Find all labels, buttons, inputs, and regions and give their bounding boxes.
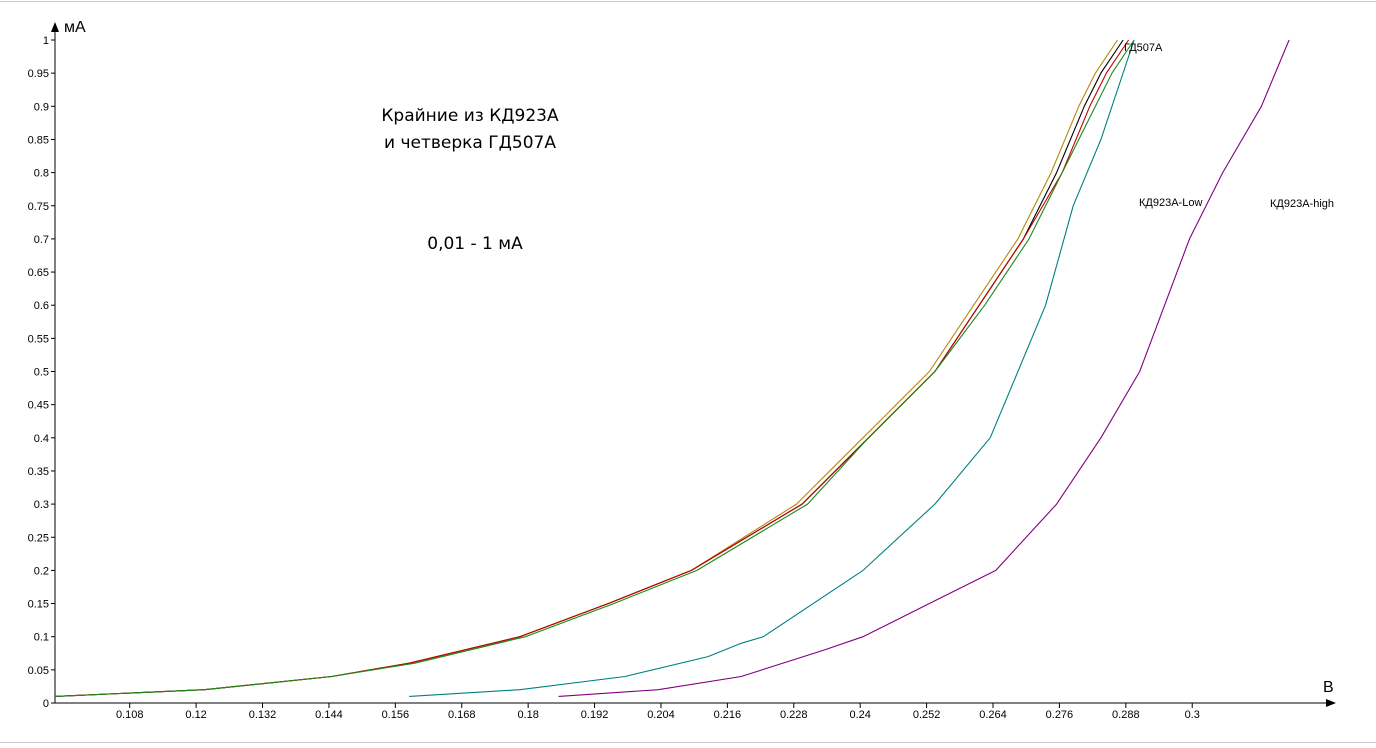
y-tick-label: 0.95 xyxy=(28,68,49,80)
axes: 0 0.05 0.1 0.15 0.2 0.25 0.3 0.35 0.4 0.45 0.5 0.55… xyxy=(28,22,1336,721)
labels-layer: мА В Крайние из КД923А и четверка ГД507А… xyxy=(64,19,1334,696)
y-axis-title: мА xyxy=(64,19,86,36)
series-label-kd923a-high: КД923A-high xyxy=(1270,198,1334,210)
x-tick-label: 0.24 xyxy=(849,709,870,721)
x-tick-label: 0.108 xyxy=(116,709,144,721)
y-tick-label: 0.1 xyxy=(34,632,49,644)
x-axis-title: В xyxy=(1323,679,1334,696)
annotation-title-line-2: и четверка ГД507А xyxy=(384,133,556,153)
series-line-4 xyxy=(409,39,1135,697)
x-tick-label: 0.216 xyxy=(714,709,742,721)
x-tick-label: 0.264 xyxy=(979,709,1007,721)
y-tick-label: 0.15 xyxy=(28,599,49,611)
annotation-range: 0,01 - 1 мА xyxy=(427,234,523,254)
y-tick-label: 0.65 xyxy=(28,267,49,279)
x-tick-label: 0.252 xyxy=(913,709,941,721)
y-axis-arrow xyxy=(51,22,59,32)
y-tick-label: 0.45 xyxy=(28,400,49,412)
y-tick-label: 0.25 xyxy=(28,532,49,544)
x-tick-label: 0.18 xyxy=(517,709,538,721)
x-tick-label: 0.204 xyxy=(647,709,675,721)
y-tick-label: 0.55 xyxy=(28,333,49,345)
x-axis-arrow xyxy=(1326,699,1336,707)
y-tick-label: 0.5 xyxy=(34,367,49,379)
x-tick-label: 0.228 xyxy=(780,709,808,721)
x-tick-label: 0.3 xyxy=(1185,709,1200,721)
x-tick-label: 0.156 xyxy=(382,709,410,721)
series-line-5 xyxy=(558,39,1290,697)
series-label-kd923a-low: КД923A-Low xyxy=(1139,197,1202,209)
y-tick-label: 0 xyxy=(43,698,49,710)
y-tick-label: 0.4 xyxy=(34,433,49,445)
x-tick-label: 0.288 xyxy=(1112,709,1140,721)
y-tick-label: 0.2 xyxy=(34,565,49,577)
y-tick-label: 0.75 xyxy=(28,201,49,213)
y-tick-label: 0.35 xyxy=(28,466,49,478)
y-tick-label: 1 xyxy=(43,35,49,47)
series-layer xyxy=(54,39,1290,697)
series-line-3 xyxy=(54,39,1135,697)
y-tick-label: 0.05 xyxy=(28,665,49,677)
x-tick-label: 0.192 xyxy=(581,709,609,721)
x-tick-label: 0.276 xyxy=(1046,709,1074,721)
y-tick-label: 0.8 xyxy=(34,168,49,180)
annotation-title-line-1: Крайние из КД923А xyxy=(381,106,559,126)
x-tick-label: 0.168 xyxy=(448,709,476,721)
y-tick-label: 0.9 xyxy=(34,101,49,113)
series-label-gd507a: ГД507А xyxy=(1124,42,1163,54)
y-tick-label: 0.6 xyxy=(34,300,49,312)
x-tick-label: 0.12 xyxy=(185,709,206,721)
x-tick-label: 0.132 xyxy=(249,709,277,721)
y-tick-label: 0.3 xyxy=(34,499,49,511)
y-tick-label: 0.7 xyxy=(34,234,49,246)
x-tick-label: 0.144 xyxy=(315,709,343,721)
y-tick-label: 0.85 xyxy=(28,134,49,146)
